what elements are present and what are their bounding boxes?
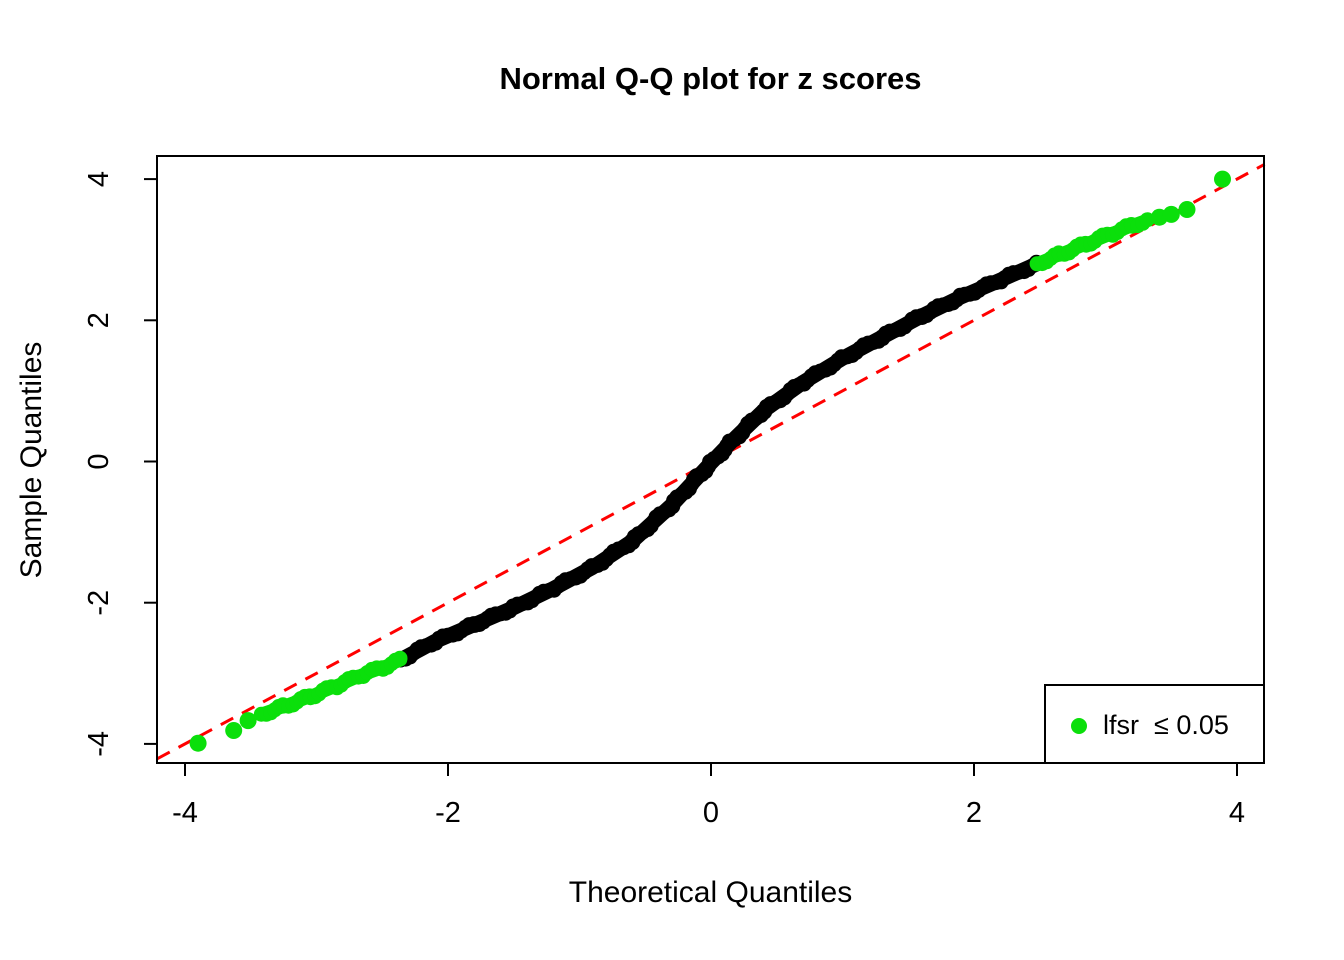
page-title: Normal Q-Q plot for z scores: [499, 61, 922, 96]
qq-points-band-green-left-lone-point: [189, 734, 207, 752]
y-axis-title: Sample Quantiles: [15, 341, 48, 579]
legend-label: lfsr ≤ 0.05: [1103, 709, 1229, 740]
y-tick-label: -2: [83, 590, 115, 616]
x-tick-label: -4: [172, 797, 198, 829]
qq-points-band-green-left-point: [392, 650, 408, 666]
y-tick-label: -4: [83, 731, 115, 757]
qq-points-band-green-right-lone-point: [1162, 205, 1180, 223]
y-tick-label: 4: [83, 171, 115, 187]
y-tick-label: 2: [83, 312, 115, 328]
x-tick-label: 2: [966, 797, 982, 829]
qq-points-band-green-left-lone-point: [225, 722, 243, 739]
x-tick-label: 4: [1229, 797, 1245, 829]
qq-points-band-green-left-lone-point: [239, 712, 257, 730]
qq-points-band-green-right-lone-point: [1214, 170, 1231, 188]
x-tick-label: 0: [703, 797, 719, 829]
legend-marker-green-dot: [1071, 718, 1087, 734]
x-tick-label: -2: [435, 797, 461, 829]
y-tick-label: 0: [83, 453, 115, 469]
plot-border: [156, 155, 1265, 764]
x-axis-title: Theoretical Quantiles: [568, 876, 853, 909]
qq-points-band-green-right-lone-point: [1178, 201, 1196, 218]
